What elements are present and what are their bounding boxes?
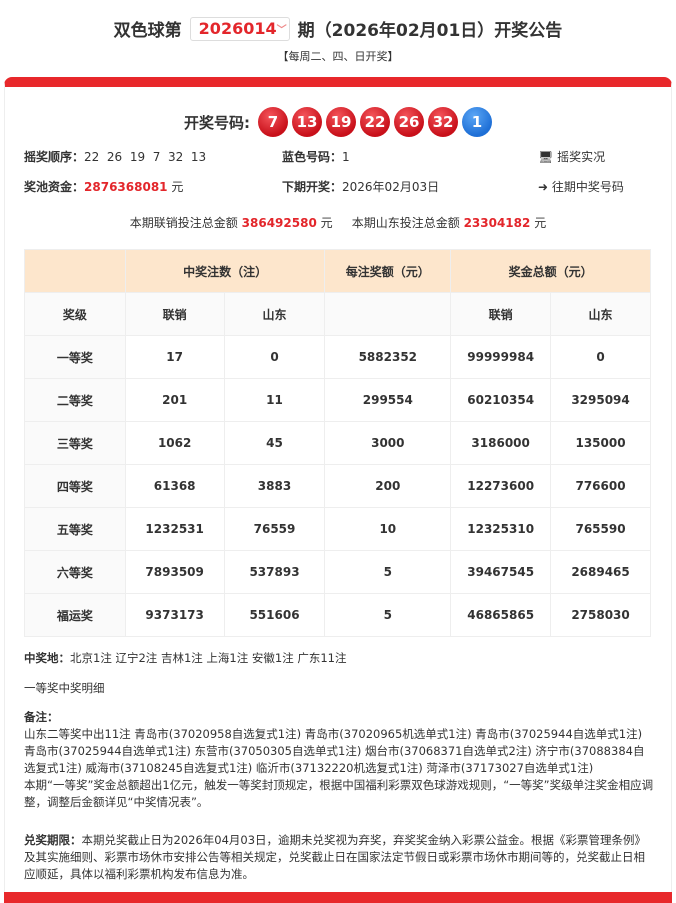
table-cell: 9373173 bbox=[124, 593, 225, 637]
prize-level: 三等奖 bbox=[24, 421, 126, 465]
live-draw-link[interactable]: 🖥 摇奖实况 bbox=[538, 150, 606, 164]
bottom-bar bbox=[4, 892, 672, 903]
table-cell: 0 bbox=[550, 335, 651, 379]
table-cell: 200 bbox=[324, 464, 452, 508]
table-cell: 10 bbox=[324, 507, 452, 551]
table-row: 六等奖 7893509 537893 5 39467545 2689465 bbox=[24, 550, 651, 594]
table-cell: 76559 bbox=[223, 507, 326, 551]
table-cell: 45 bbox=[223, 421, 326, 465]
table-cell: 3295094 bbox=[550, 378, 651, 422]
prize-level: 福运奖 bbox=[24, 593, 126, 637]
winning-places: 中奖地：北京1注 辽宁2注 吉林1注 上海1注 安徽1注 广东11注 bbox=[24, 651, 347, 665]
first-prize-detail-title: 一等奖中奖明细 bbox=[24, 681, 105, 695]
arrow-circle-icon: ➜ bbox=[538, 180, 549, 194]
prize-level: 六等奖 bbox=[24, 550, 126, 594]
numbers-label: 开奖号码: bbox=[184, 113, 250, 132]
table-cell: 1062 bbox=[124, 421, 225, 465]
table-row: 二等奖 201 11 299554 60210354 3295094 bbox=[24, 378, 651, 422]
table-row: 四等奖 61368 3883 200 12273600 776600 bbox=[24, 464, 651, 508]
table-cell: 0 bbox=[223, 335, 326, 379]
table-cell: 2689465 bbox=[550, 550, 651, 594]
table-row: 福运奖 9373173 551606 5 46865865 2758030 bbox=[24, 593, 651, 637]
prize-level: 五等奖 bbox=[24, 507, 126, 551]
issue-select[interactable]: 2026014 ﹀ bbox=[189, 16, 290, 41]
table-cell: 17 bbox=[124, 335, 225, 379]
issue-value: 2026014 bbox=[198, 19, 277, 38]
table-cell: 776600 bbox=[550, 464, 651, 508]
table-cell: 46865865 bbox=[450, 593, 552, 637]
table-cell: 5882352 bbox=[324, 335, 452, 379]
table-cell: 3186000 bbox=[450, 421, 552, 465]
table-group-header: 中奖注数（注） 每注奖额（元） 奖金总额（元） bbox=[24, 249, 651, 293]
table-row: 一等奖 17 0 5882352 99999984 0 bbox=[24, 335, 651, 379]
chevron-down-icon: ﹀ bbox=[276, 25, 287, 36]
table-row: 五等奖 1232531 76559 10 12325310 765590 bbox=[24, 507, 651, 551]
table-cell: 12325310 bbox=[450, 507, 552, 551]
red-ball: 13 bbox=[292, 107, 322, 137]
table-cell: 551606 bbox=[223, 593, 326, 637]
red-ball: 7 bbox=[258, 107, 288, 137]
red-ball: 32 bbox=[428, 107, 458, 137]
winning-numbers: 开奖号码: 7 13 19 22 26 32 1 bbox=[0, 107, 676, 137]
history-link[interactable]: ➜ 往期中奖号码 bbox=[538, 180, 624, 194]
table-cell: 5 bbox=[324, 550, 452, 594]
next-draw: 下期开奖：2026年02月03日 bbox=[282, 180, 440, 194]
prize-level: 二等奖 bbox=[24, 378, 126, 422]
table-row: 三等奖 1062 45 3000 3186000 135000 bbox=[24, 421, 651, 465]
title-suffix: 期（2026年02月01日）开奖公告 bbox=[297, 21, 563, 41]
red-ball: 26 bbox=[394, 107, 424, 137]
table-cell: 299554 bbox=[324, 378, 452, 422]
monitor-icon: 🖥 bbox=[538, 150, 554, 164]
table-cell: 1232531 bbox=[124, 507, 225, 551]
blue-number: 蓝色号码：1 bbox=[282, 150, 350, 164]
table-cell: 99999984 bbox=[450, 335, 552, 379]
table-cell: 12273600 bbox=[450, 464, 552, 508]
table-cell: 39467545 bbox=[450, 550, 552, 594]
table-cell: 201 bbox=[124, 378, 225, 422]
table-cell: 60210354 bbox=[450, 378, 552, 422]
prize-table: 中奖注数（注） 每注奖额（元） 奖金总额（元） 奖级 联销 山东 联销 山东 一… bbox=[24, 249, 651, 637]
table-cell: 7893509 bbox=[124, 550, 225, 594]
table-cell: 2758030 bbox=[550, 593, 651, 637]
page-title: 双色球第 2026014 ﹀ 期（2026年02月01日）开奖公告 bbox=[0, 16, 676, 41]
table-cell: 3000 bbox=[324, 421, 452, 465]
title-prefix: 双色球第 bbox=[113, 21, 182, 41]
draw-schedule: 【每周二、四、日开奖】 bbox=[277, 50, 399, 63]
draw-order: 摇奖顺序：22 26 19 7 32 13 bbox=[24, 150, 207, 164]
table-cell: 765590 bbox=[550, 507, 651, 551]
blue-ball: 1 bbox=[462, 107, 492, 137]
table-cell: 5 bbox=[324, 593, 452, 637]
prize-pool: 奖池资金：2876368081 元 bbox=[24, 180, 184, 194]
sales-totals: 本期联销投注总金额 386492580 元 本期山东投注总金额 23304182… bbox=[129, 216, 547, 230]
table-cell: 537893 bbox=[223, 550, 326, 594]
red-ball: 19 bbox=[326, 107, 356, 137]
remarks: 备注： 山东二等奖中出11注 青岛市(37020958自选复式1注) 青岛市(3… bbox=[24, 710, 654, 809]
red-ball: 22 bbox=[360, 107, 390, 137]
prize-level: 四等奖 bbox=[24, 464, 126, 508]
table-cell: 3883 bbox=[223, 464, 326, 508]
table-sub-header: 奖级 联销 山东 联销 山东 bbox=[24, 292, 651, 336]
claim-deadline: 兑奖期限：本期兑奖截止日为2026年04月03日，逾期未兑奖视为弃奖，弃奖奖金纳… bbox=[24, 833, 647, 881]
table-cell: 61368 bbox=[124, 464, 225, 508]
prize-level: 一等奖 bbox=[24, 335, 126, 379]
table-cell: 135000 bbox=[550, 421, 651, 465]
table-cell: 11 bbox=[223, 378, 326, 422]
